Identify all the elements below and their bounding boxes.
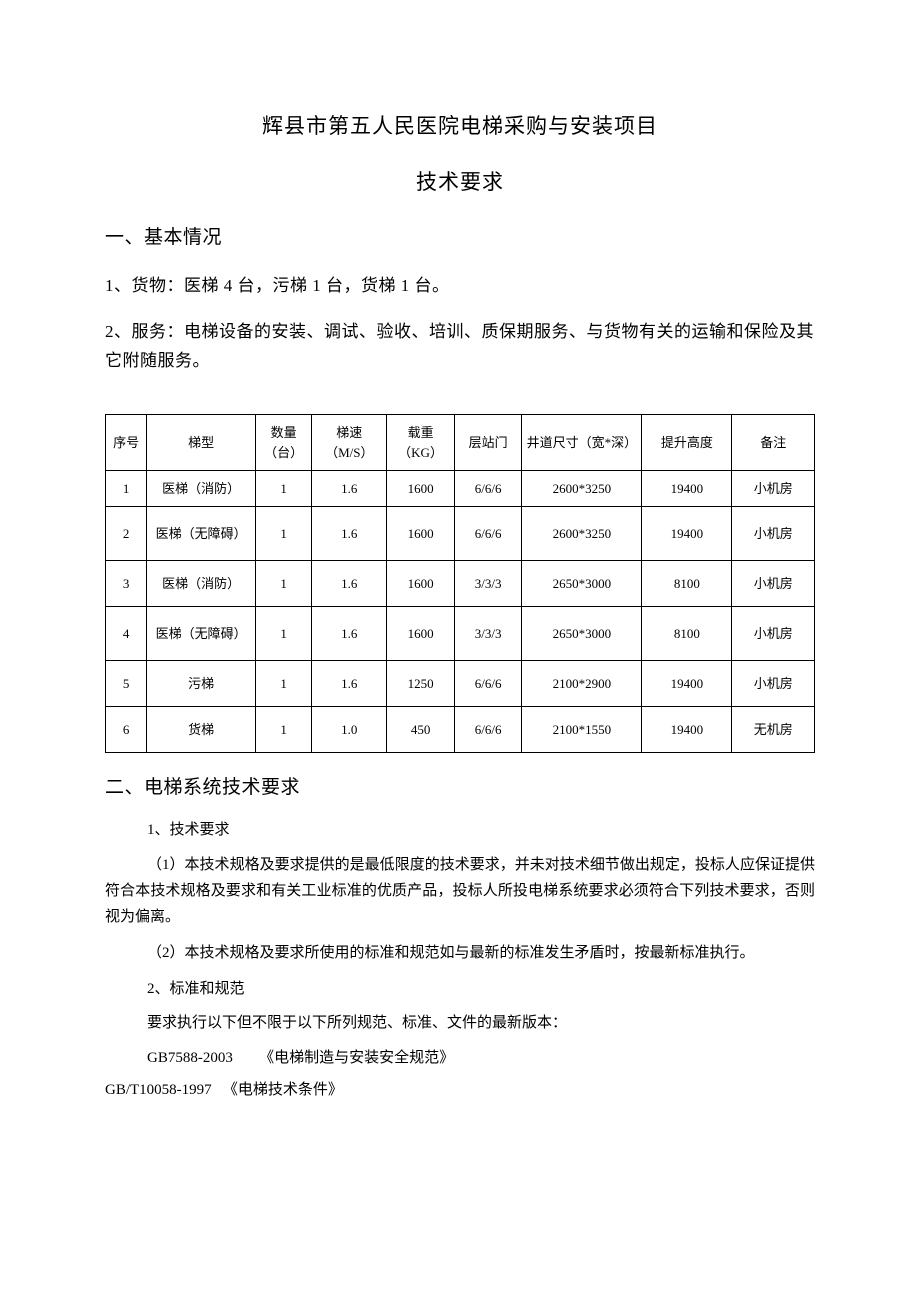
cell-remark: 小机房 — [732, 661, 815, 707]
cell-shaft: 2600*3250 — [522, 507, 642, 561]
cell-height: 8100 — [642, 561, 732, 607]
cell-remark: 小机房 — [732, 561, 815, 607]
table-row: 4医梯（无障碍）11.616003/3/32650*30008100小机房 — [106, 607, 815, 661]
cell-door: 6/6/6 — [454, 471, 522, 507]
cell-seq: 1 — [106, 471, 147, 507]
section-2-s1-p2-a: （2）本技术规格及要求所使用的标准和规范如与最新的标准发生矛盾时，按最新标准执行… — [105, 940, 815, 966]
cell-remark: 小机房 — [732, 507, 815, 561]
cell-load: 1600 — [387, 561, 455, 607]
cell-type: 货梯 — [147, 707, 256, 753]
cell-qty: 1 — [256, 507, 312, 561]
cell-speed: 1.6 — [312, 471, 387, 507]
cell-door: 3/3/3 — [454, 561, 522, 607]
cell-type: 医梯（消防） — [147, 471, 256, 507]
cell-shaft: 2100*1550 — [522, 707, 642, 753]
table-row: 2医梯（无障碍）11.616006/6/62600*325019400小机房 — [106, 507, 815, 561]
cell-type: 污梯 — [147, 661, 256, 707]
cell-height: 8100 — [642, 607, 732, 661]
cell-speed: 1.6 — [312, 561, 387, 607]
cell-qty: 1 — [256, 707, 312, 753]
th-speed: 梯速（M/S） — [312, 415, 387, 471]
cell-speed: 1.6 — [312, 661, 387, 707]
cell-speed: 1.0 — [312, 707, 387, 753]
cell-qty: 1 — [256, 471, 312, 507]
section-2-s2-c1: GB7588-2003 《电梯制造与安装安全规范》 — [105, 1045, 815, 1071]
cell-height: 19400 — [642, 707, 732, 753]
cell-shaft: 2650*3000 — [522, 561, 642, 607]
th-height: 提升高度 — [642, 415, 732, 471]
cell-shaft: 2650*3000 — [522, 607, 642, 661]
cell-seq: 4 — [106, 607, 147, 661]
page-subtitle: 技术要求 — [105, 166, 815, 200]
th-shaft: 井道尺寸（宽*深） — [522, 415, 642, 471]
th-door: 层站门 — [454, 415, 522, 471]
cell-speed: 1.6 — [312, 607, 387, 661]
section-2-s1-p1-a: （1）本技术规格及要求提供的是最低限度的技术要求，并未对技术细节做出规定，投标人… — [105, 852, 815, 931]
section-1-heading: 一、基本情况 — [105, 223, 815, 253]
cell-qty: 1 — [256, 661, 312, 707]
section-2-s2-head: 2、标准和规范 — [105, 977, 815, 1001]
cell-qty: 1 — [256, 561, 312, 607]
th-seq: 序号 — [106, 415, 147, 471]
cell-type: 医梯（消防） — [147, 561, 256, 607]
cell-speed: 1.6 — [312, 507, 387, 561]
cell-door: 6/6/6 — [454, 507, 522, 561]
section-2-s1-head: 1、技术要求 — [105, 818, 815, 842]
cell-shaft: 2100*2900 — [522, 661, 642, 707]
th-remark: 备注 — [732, 415, 815, 471]
table-header-row: 序号 梯型 数量（台） 梯速（M/S） 载重（KG） 层站门 井道尺寸（宽*深）… — [106, 415, 815, 471]
section-2-s2-c2: GB/T10058-1997 《电梯技术条件》 — [105, 1077, 815, 1103]
table-body: 1医梯（消防）11.616006/6/62600*325019400小机房2医梯… — [106, 471, 815, 753]
cell-load: 1600 — [387, 471, 455, 507]
cell-door: 6/6/6 — [454, 707, 522, 753]
cell-qty: 1 — [256, 607, 312, 661]
th-qty: 数量（台） — [256, 415, 312, 471]
cell-seq: 2 — [106, 507, 147, 561]
cell-door: 3/3/3 — [454, 607, 522, 661]
spec-table: 序号 梯型 数量（台） 梯速（M/S） 载重（KG） 层站门 井道尺寸（宽*深）… — [105, 414, 815, 753]
cell-type: 医梯（无障碍） — [147, 607, 256, 661]
cell-remark: 小机房 — [732, 471, 815, 507]
cell-seq: 5 — [106, 661, 147, 707]
cell-type: 医梯（无障碍） — [147, 507, 256, 561]
table-row: 1医梯（消防）11.616006/6/62600*325019400小机房 — [106, 471, 815, 507]
table-row: 3医梯（消防）11.616003/3/32650*30008100小机房 — [106, 561, 815, 607]
cell-load: 450 — [387, 707, 455, 753]
cell-remark: 无机房 — [732, 707, 815, 753]
section-2-s2-p1: 要求执行以下但不限于以下所列规范、标准、文件的最新版本： — [105, 1011, 815, 1035]
cell-height: 19400 — [642, 507, 732, 561]
cell-door: 6/6/6 — [454, 661, 522, 707]
table-row: 5污梯11.612506/6/62100*290019400小机房 — [106, 661, 815, 707]
cell-load: 1600 — [387, 507, 455, 561]
th-load: 载重（KG） — [387, 415, 455, 471]
page-title: 辉县市第五人民医院电梯采购与安装项目 — [105, 110, 815, 144]
th-type: 梯型 — [147, 415, 256, 471]
cell-height: 19400 — [642, 661, 732, 707]
cell-height: 19400 — [642, 471, 732, 507]
cell-load: 1600 — [387, 607, 455, 661]
cell-seq: 6 — [106, 707, 147, 753]
table-row: 6货梯11.04506/6/62100*155019400无机房 — [106, 707, 815, 753]
cell-shaft: 2600*3250 — [522, 471, 642, 507]
cell-remark: 小机房 — [732, 607, 815, 661]
cell-load: 1250 — [387, 661, 455, 707]
section-2-heading: 二、电梯系统技术要求 — [105, 773, 815, 803]
section-2-s1-p1-text: （1）本技术规格及要求提供的是最低限度的技术要求，并未对技术细节做出规定，投标人… — [105, 857, 815, 926]
section-1-p2: 2、服务：电梯设备的安装、调试、验收、培训、质保期服务、与货物有关的运输和保险及… — [105, 318, 815, 376]
section-1-p1: 1、货物：医梯 4 台，污梯 1 台，货梯 1 台。 — [105, 272, 815, 301]
section-2-s1-p2-text: （2）本技术规格及要求所使用的标准和规范如与最新的标准发生矛盾时，按最新标准执行… — [147, 945, 755, 961]
cell-seq: 3 — [106, 561, 147, 607]
